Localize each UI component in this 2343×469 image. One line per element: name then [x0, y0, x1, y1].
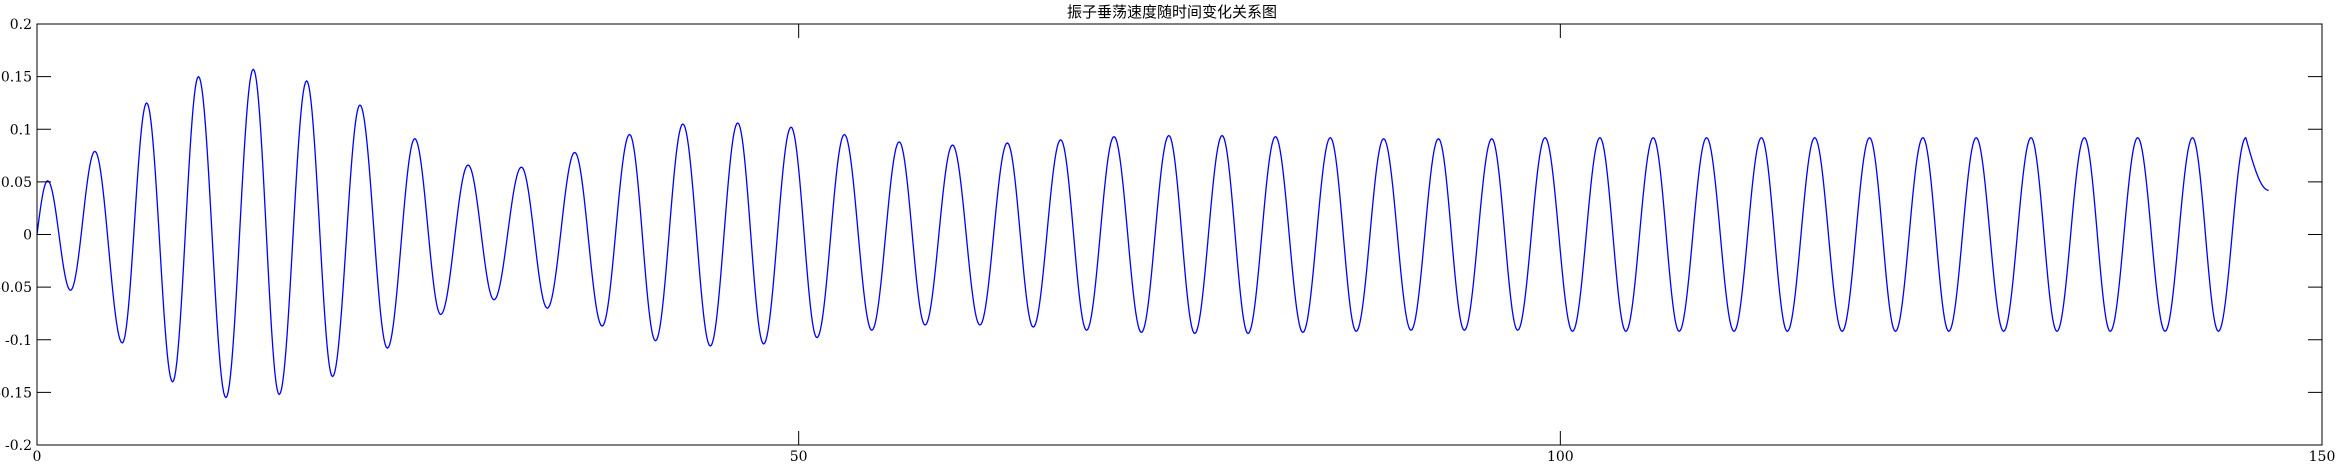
y-tick-label: 0.05	[1, 175, 32, 191]
x-tick-label: 50	[790, 449, 808, 465]
y-tick-label: 0.2	[10, 17, 32, 33]
y-tick-label: -0.1	[5, 333, 32, 349]
x-tick-label: 0	[33, 449, 42, 465]
y-tick-label: 0	[23, 228, 32, 244]
plot-area	[37, 24, 2322, 445]
y-tick-label: -0.2	[5, 438, 32, 454]
axis-ticks: 0 50 100 150 -0.2 -0.15 -0.1 -0.05 0 0.05 0.1 0.15 0…	[0, 17, 2335, 465]
y-tick-label: 0.15	[1, 70, 32, 86]
y-tick-label: 0.1	[10, 122, 32, 138]
chart-title: 振子垂荡速度随时间变化关系图	[1067, 3, 1277, 21]
velocity-series-line	[36, 68, 2269, 399]
y-tick-label: -0.15	[0, 385, 32, 401]
y-tick-label: -0.05	[0, 280, 32, 296]
x-tick-label: 100	[1547, 449, 1574, 465]
x-tick-label: 150	[2309, 449, 2336, 465]
